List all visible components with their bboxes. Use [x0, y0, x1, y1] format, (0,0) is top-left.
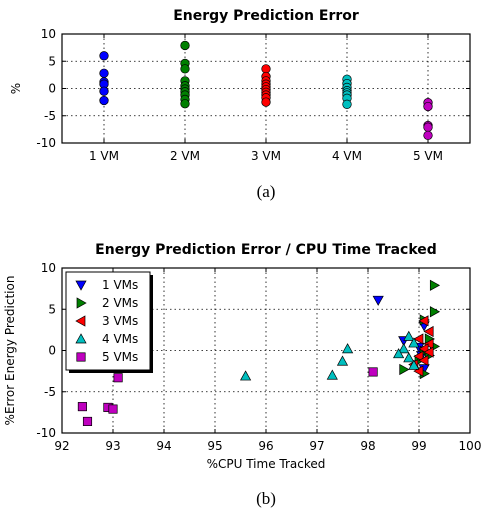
chart-b-x-tick-label: 98 — [360, 439, 375, 453]
chart-a-y-tick-label: 0 — [48, 82, 56, 96]
chart-b-point — [326, 369, 338, 380]
chart-b-point — [418, 315, 429, 327]
chart-a-y-tick-label: 10 — [41, 27, 56, 41]
chart-a-point — [423, 130, 433, 141]
chart-b-x-tick-label: 95 — [207, 439, 222, 453]
chart-b-y-ticks: 10 5 0 -5 -10 — [36, 261, 470, 440]
chart-a-point — [423, 101, 433, 112]
chart-b-x-tick-label: 99 — [411, 439, 426, 453]
chart-b-y-tick-label: 10 — [41, 261, 56, 275]
chart-b-x-tick-label: 93 — [105, 439, 120, 453]
chart-a-point — [180, 40, 190, 51]
chart-a-x-ticks: 1 VM 2 VM 3 VM 4 VM 5 VM — [89, 34, 443, 163]
chart-b: Energy Prediction Error / CPU Time Track… — [3, 242, 481, 508]
chart-a-point — [99, 86, 109, 96]
chart-b-y-tick-label: -10 — [36, 426, 56, 440]
chart-a-point — [180, 64, 190, 74]
chart-b-legend-marker — [75, 315, 86, 327]
chart-b-point — [113, 373, 123, 383]
chart-b-legend-label: 1 VMs — [102, 278, 138, 292]
chart-b-point — [403, 352, 415, 363]
chart-a-point — [261, 97, 271, 107]
chart-b-point — [423, 346, 434, 358]
chart-b-point — [108, 404, 118, 414]
chart-b-point — [342, 343, 354, 354]
chart-a-title: Energy Prediction Error — [173, 8, 359, 24]
chart-b-x-axis-label: %CPU Time Tracked — [207, 457, 326, 471]
chart-a-x-tick-label: 3 VM — [251, 149, 281, 163]
chart-b-title: Energy Prediction Error / CPU Time Track… — [95, 242, 437, 258]
chart-a-y-tick-label: -5 — [44, 109, 56, 123]
chart-b-point — [423, 325, 434, 338]
chart-b-x-tick-label: 97 — [309, 439, 324, 453]
chart-b-marks — [77, 279, 441, 426]
chart-a-point — [99, 68, 109, 78]
chart-b-legend-marker — [76, 352, 86, 362]
chart-b-x-tick-label: 94 — [156, 439, 171, 453]
chart-b-legend-label: 5 VMs — [102, 350, 138, 364]
chart-b-legend-label: 4 VMs — [102, 332, 138, 346]
chart-b-point — [413, 333, 424, 345]
chart-b-y-tick-label: 5 — [48, 302, 56, 316]
chart-b-x-tick-label: 92 — [54, 439, 69, 453]
chart-b-legend-marker — [76, 297, 87, 309]
chart-b-point — [368, 367, 378, 377]
chart-b-legend: 1 VMs 2 VMs 3 VMs 4 VMs 5 VMs — [65, 271, 153, 373]
chart-a-y-ticks: 10 5 0 -5 -10 — [36, 27, 470, 150]
chart-a-x-tick-label: 5 VM — [413, 149, 443, 163]
chart-a-point — [423, 122, 433, 132]
chart-b-x-tick-label: 96 — [258, 439, 273, 453]
chart-b-point — [372, 295, 384, 306]
chart-b-point — [403, 330, 415, 341]
chart-b-legend-marker — [75, 280, 87, 291]
chart-a-y-tick-label: -10 — [36, 136, 56, 150]
chart-a-x-tick-label: 1 VM — [89, 149, 119, 163]
chart-b-x-ticks: 92 93 94 95 96 97 98 99 100 — [54, 268, 481, 453]
chart-b-point — [418, 354, 429, 366]
chart-b-point — [408, 359, 420, 370]
chart-b-point — [393, 348, 405, 359]
chart-b-y-tick-label: -5 — [44, 385, 56, 399]
chart-b-legend-label: 2 VMs — [102, 296, 138, 310]
chart-b-point — [429, 279, 441, 291]
chart-b-legend-marker — [75, 333, 87, 344]
chart-a: Energy Prediction Error 10 5 0 -5 -10 1 VM 2 … — [9, 8, 471, 201]
chart-b-y-tick-label: 0 — [48, 344, 56, 358]
chart-b-point — [82, 416, 93, 426]
chart-a-point — [342, 99, 352, 109]
chart-b-point — [429, 306, 441, 318]
chart-b-point — [408, 337, 420, 348]
chart-b-point — [240, 370, 252, 381]
chart-a-y-axis-label: % — [9, 83, 23, 94]
chart-b-point — [336, 355, 349, 366]
chart-a-point — [99, 51, 109, 61]
chart-b-caption: (b) — [256, 489, 276, 508]
chart-b-x-tick-label: 100 — [459, 439, 482, 453]
chart-a-caption: (a) — [257, 182, 276, 201]
chart-a-point — [99, 95, 109, 106]
chart-b-point — [399, 363, 410, 376]
chart-a-point — [180, 99, 190, 109]
chart-b-y-axis-label: %Error Energy Prediction — [3, 276, 17, 426]
chart-b-point — [398, 343, 410, 354]
chart-b-point — [413, 350, 424, 362]
chart-a-marks — [99, 40, 433, 141]
chart-b-legend-label: 3 VMs — [102, 314, 138, 328]
chart-b-point — [77, 402, 87, 412]
chart-a-x-tick-label: 2 VM — [170, 149, 200, 163]
chart-a-x-tick-label: 4 VM — [332, 149, 362, 163]
chart-a-y-tick-label: 5 — [48, 54, 56, 68]
chart-b-point — [423, 338, 434, 350]
